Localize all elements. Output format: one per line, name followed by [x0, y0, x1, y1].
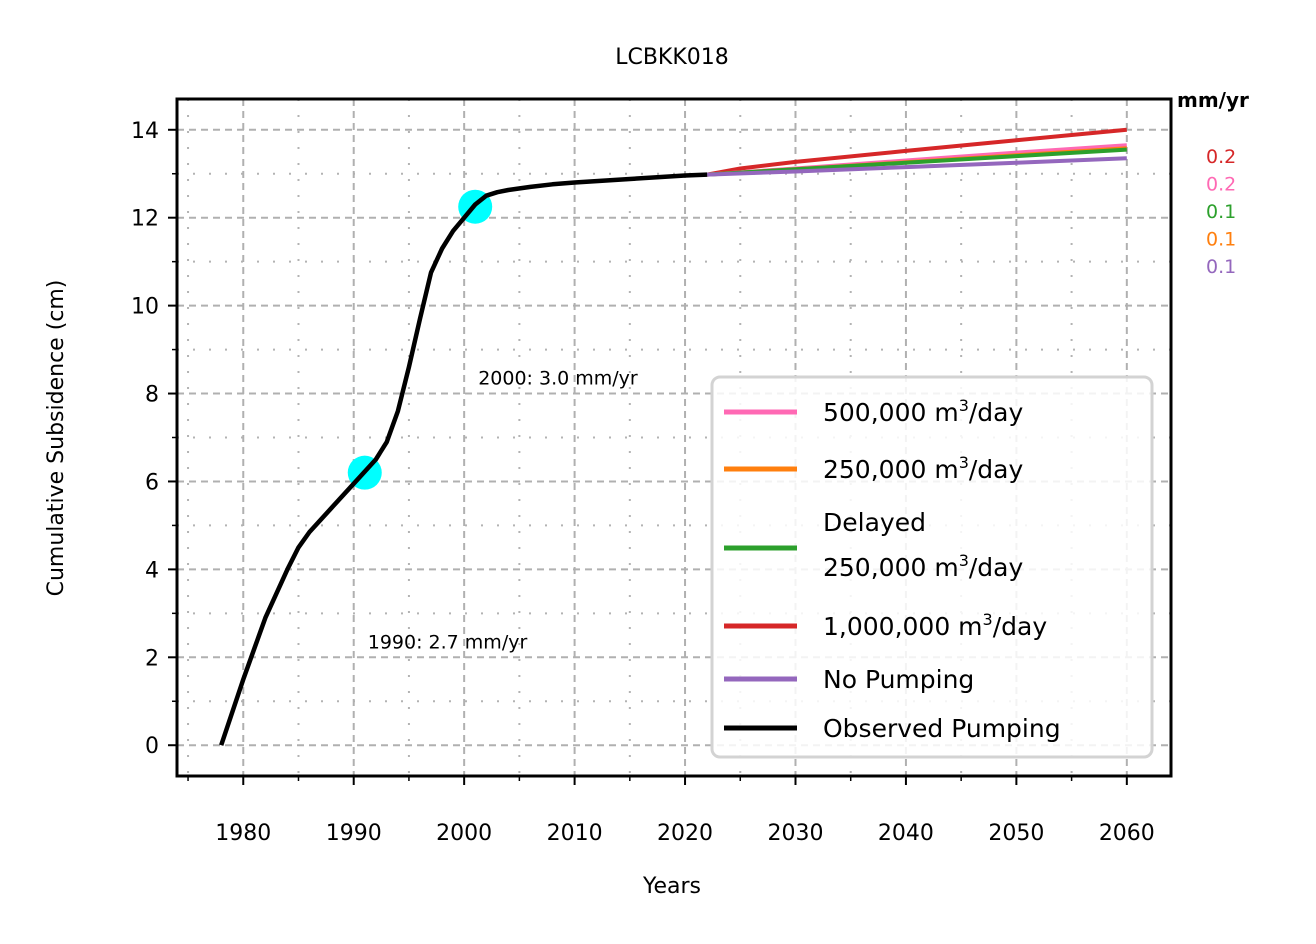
- rates-header: mm/yr: [1177, 88, 1249, 112]
- legend-box: [710, 375, 1154, 759]
- legend-label: Observed Pumping: [823, 714, 1061, 743]
- y-tick-label: 6: [145, 470, 159, 495]
- series-line: [706, 127, 1127, 177]
- x-tick-label: 2030: [767, 821, 823, 846]
- series-lines: [706, 127, 1127, 177]
- series-line-observed: [219, 172, 708, 746]
- x-tick-label: 2040: [878, 821, 934, 846]
- rate-annotation: 2000: 3.0 mm/yr: [478, 368, 638, 390]
- x-tick-label: 2020: [657, 821, 713, 846]
- rate-annotation: 1990: 2.7 mm/yr: [368, 632, 528, 654]
- legend-label: 500,000 m3/day: [823, 396, 1023, 427]
- legend: 500,000 m3/day 250,000 m3/day Delayed 250,0…: [710, 375, 1154, 759]
- x-tick-label: 2060: [1099, 821, 1155, 846]
- legend-label: 250,000 m3/day: [823, 453, 1023, 484]
- rate-value: 0.2: [1206, 146, 1236, 168]
- legend-label: Delayed: [823, 508, 926, 537]
- x-tick-label: 1990: [326, 821, 382, 846]
- x-tick-label: 2000: [436, 821, 492, 846]
- rate-value: 0.1: [1206, 201, 1236, 223]
- legend-label: 250,000 m3/day: [823, 551, 1023, 582]
- axis-ticks: 1980 1990 2000 2010 2020 2030 2040 2050 2060 0 2 4 6…: [131, 119, 1155, 846]
- rate-value: 0.1: [1206, 256, 1236, 278]
- legend-label: No Pumping: [823, 665, 974, 694]
- legend-label: 1,000,000 m3/day: [823, 610, 1047, 641]
- y-tick-label: 0: [145, 734, 159, 759]
- x-tick-label: 2010: [547, 821, 603, 846]
- x-tick-label: 2050: [988, 821, 1044, 846]
- x-axis-label: Years: [642, 874, 701, 899]
- y-tick-label: 10: [131, 295, 159, 320]
- y-tick-label: 14: [131, 119, 159, 144]
- plot-frame: [175, 97, 1173, 778]
- y-tick-label: 8: [145, 383, 159, 408]
- chart-title: LCBKK018: [615, 45, 729, 70]
- rate-value: 0.1: [1206, 229, 1236, 251]
- y-tick-label: 2: [145, 646, 159, 671]
- series-line: [707, 156, 1127, 177]
- y-tick-label: 4: [145, 558, 159, 583]
- rate-value: 0.2: [1206, 174, 1236, 196]
- rates-list: 0.2 0.2 0.1 0.1 0.1: [1206, 146, 1236, 278]
- highlight-markers: [219, 172, 708, 746]
- annotations: 2000: 3.0 mm/yr 1990: 2.7 mm/yr: [368, 368, 638, 654]
- y-axis-label: Cumulative Subsidence (cm): [44, 280, 69, 597]
- x-tick-label: 1980: [215, 821, 271, 846]
- y-tick-label: 12: [131, 207, 159, 232]
